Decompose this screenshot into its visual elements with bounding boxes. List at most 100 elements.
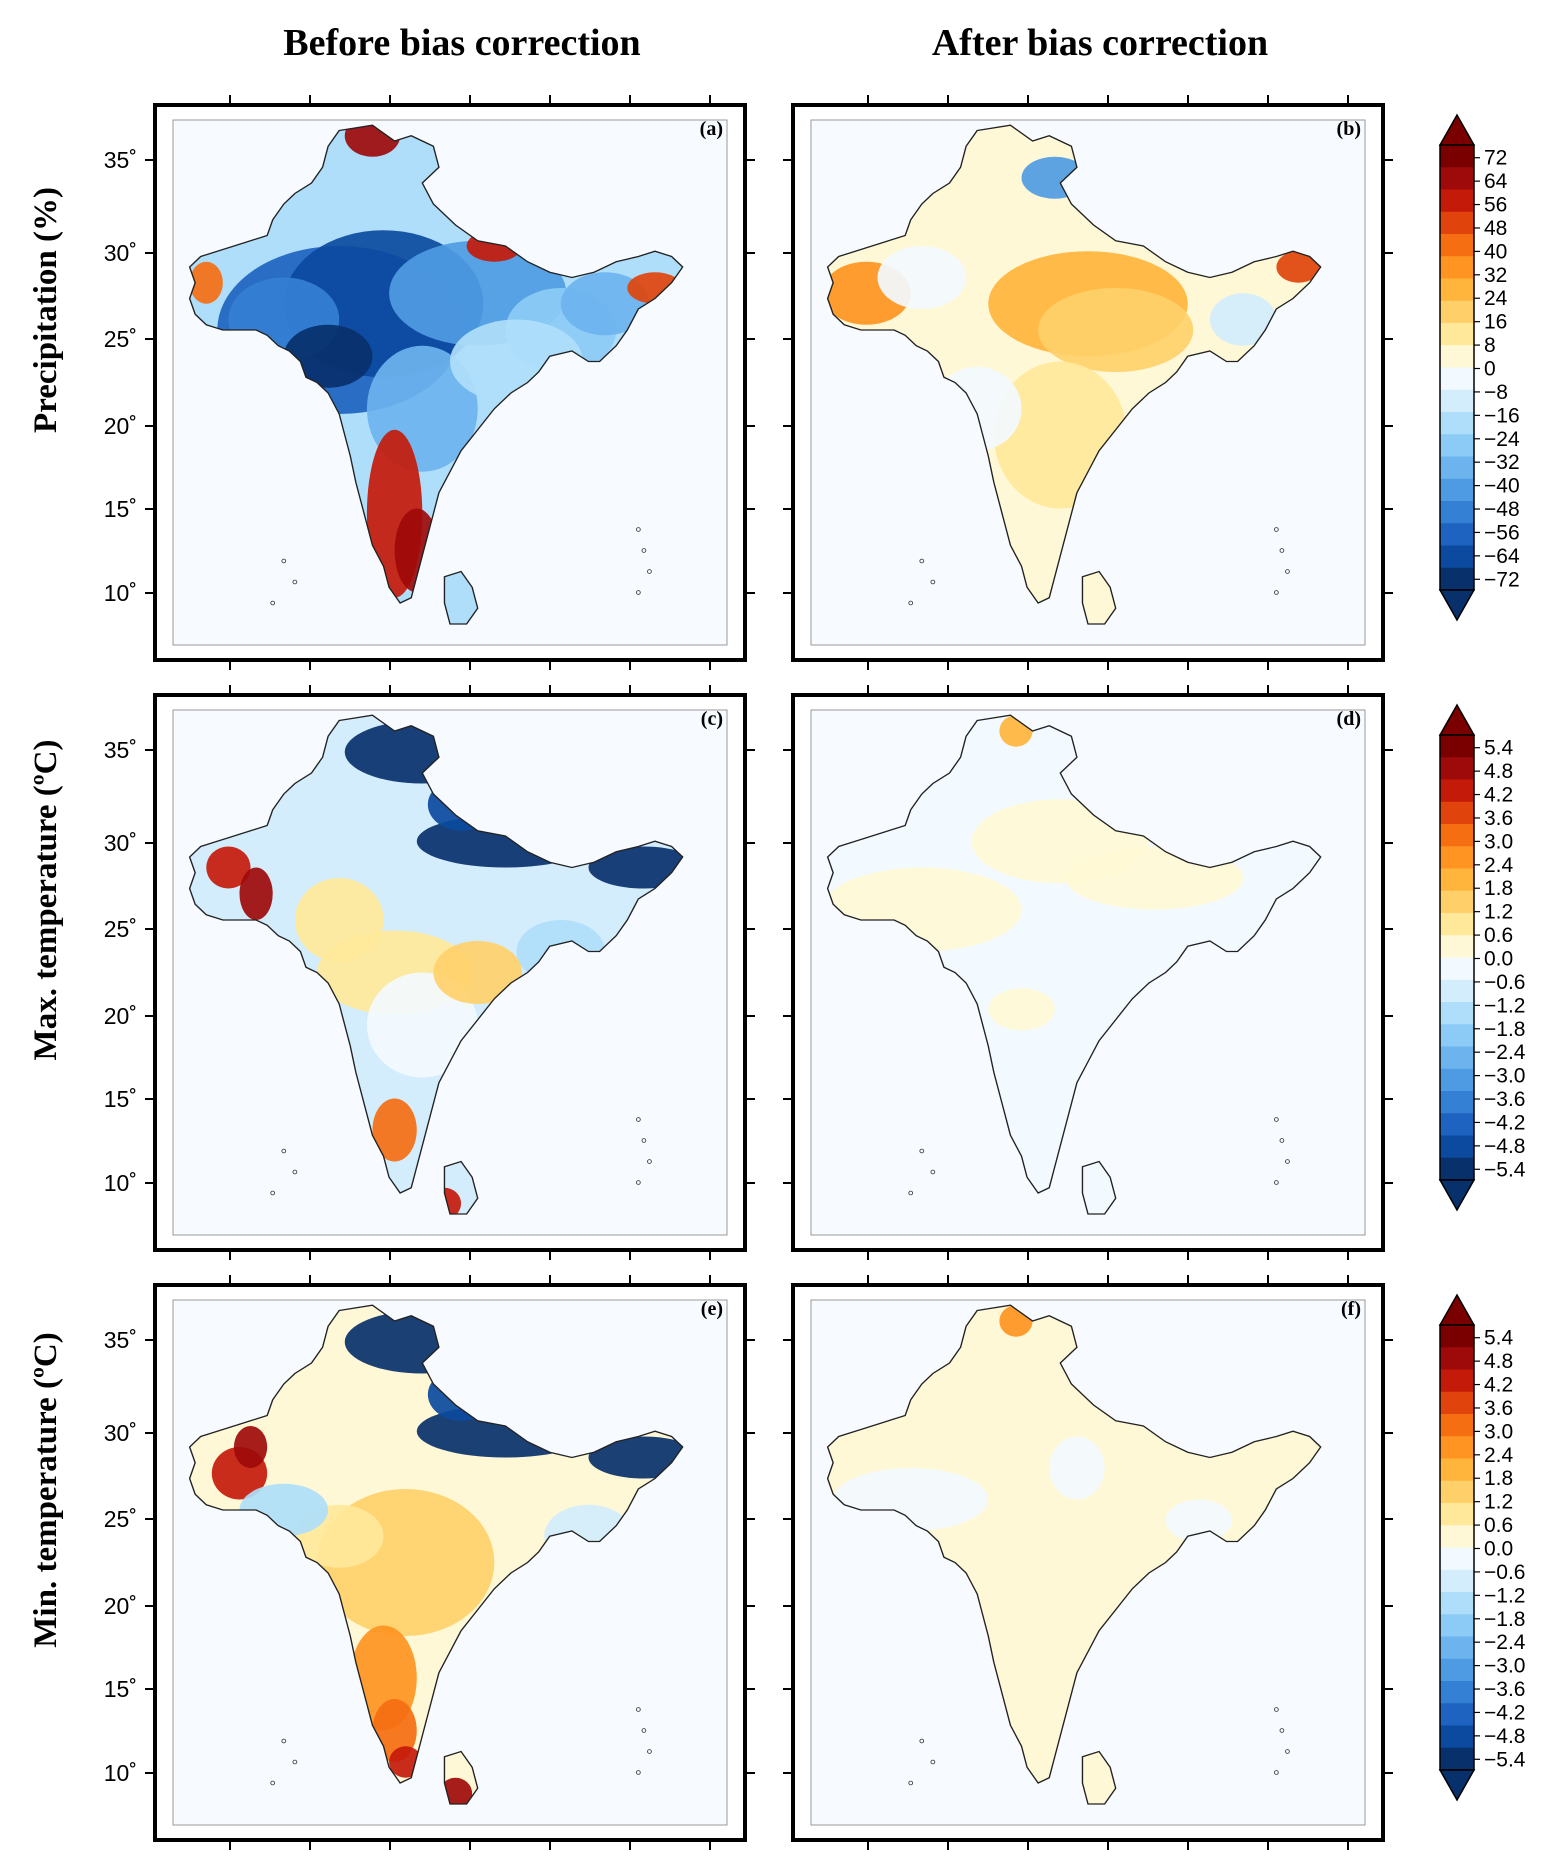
panel-label: (e) <box>701 1298 723 1320</box>
colorbar-segment <box>1440 1347 1474 1370</box>
bias-patch <box>1209 293 1277 346</box>
lat-tick-label: 10˚ <box>104 580 137 606</box>
colorbar-tick-label: −3.0 <box>1484 1655 1525 1678</box>
colorbar-tick-label: 3.6 <box>1484 807 1513 830</box>
colorbar-segment <box>1440 300 1474 324</box>
colorbar-tick-label: 1.2 <box>1484 901 1513 924</box>
colorbar-max-arrow <box>1438 703 1476 736</box>
lat-tick-label: 30˚ <box>104 240 137 266</box>
colorbar-tick-label: 3.0 <box>1484 1420 1513 1443</box>
panel-label: (b) <box>1337 118 1361 140</box>
island <box>1285 1159 1290 1164</box>
colorbar-segment <box>1440 1002 1474 1025</box>
colorbar-min-arrow <box>1438 1179 1476 1212</box>
colorbar-segment <box>1440 846 1474 869</box>
island <box>1285 1749 1290 1754</box>
column-title-before: Before bias correction <box>283 22 640 64</box>
colorbar-tick-label: 0.0 <box>1484 1538 1513 1561</box>
colorbar-segment <box>1440 1113 1474 1136</box>
island <box>1274 1117 1279 1122</box>
colorbar-segment <box>1440 256 1474 279</box>
colorbar-segment <box>1440 323 1474 346</box>
bias-patch <box>239 867 273 920</box>
colorbar-tick-label: 0.6 <box>1484 924 1513 947</box>
colorbar-1: 726456484032241680−8−16−24−32−40−48−56−6… <box>1438 113 1520 622</box>
colorbar-tick-label: −0.6 <box>1484 1561 1525 1584</box>
bias-patch <box>372 1098 417 1162</box>
colorbar-segment <box>1440 824 1474 847</box>
island <box>919 558 925 564</box>
colorbar-segment <box>1440 278 1474 302</box>
island <box>1274 1770 1279 1775</box>
colorbar-segment <box>1440 1157 1474 1181</box>
colorbar-tick-label: 0 <box>1484 358 1496 381</box>
bias-patch <box>1276 251 1321 283</box>
island <box>1274 527 1279 532</box>
bias-patch <box>1038 288 1194 372</box>
island <box>292 1169 298 1175</box>
bias-patch <box>283 324 373 388</box>
bias-patch <box>1049 1436 1105 1500</box>
island <box>636 1707 641 1712</box>
bias-patch <box>344 125 401 157</box>
row-label-min-temperature: Min. temperature (ºC) <box>28 1332 64 1647</box>
island <box>1274 590 1279 595</box>
island <box>930 1169 936 1175</box>
island <box>919 1738 925 1744</box>
colorbar-segment <box>1440 1703 1474 1726</box>
lat-tick-label: 20˚ <box>104 1003 137 1029</box>
colorbar-tick-label: −16 <box>1484 404 1520 427</box>
island <box>647 569 652 574</box>
colorbar-tick-label: −1.8 <box>1484 1608 1525 1631</box>
colorbar-tick-label: −48 <box>1484 498 1520 521</box>
island <box>930 1759 936 1765</box>
island <box>636 527 641 532</box>
map-panel-b: (b) <box>783 95 1393 670</box>
island <box>930 579 936 585</box>
colorbar-tick-label: 56 <box>1484 194 1507 217</box>
colorbars: 726456484032241680−8−16−24−32−40−48−56−6… <box>1438 113 1526 1802</box>
colorbar-2: 5.44.84.23.63.02.41.81.20.60.0−0.6−1.2−1… <box>1438 703 1526 1212</box>
colorbar-segment <box>1440 1503 1474 1526</box>
map-panel-f: (f) <box>783 1275 1393 1850</box>
island <box>641 1728 647 1733</box>
colorbar-tick-label: −64 <box>1484 545 1520 568</box>
colorbar-tick-label: −8 <box>1484 381 1508 404</box>
colorbar-tick-label: −1.8 <box>1484 1018 1525 1041</box>
colorbar-segment <box>1440 979 1474 1003</box>
colorbar-segment <box>1440 801 1474 825</box>
colorbar-segment <box>1440 1636 1474 1660</box>
island <box>647 1159 652 1164</box>
lat-tick-label: 30˚ <box>104 830 137 856</box>
colorbar-segment <box>1440 1068 1474 1092</box>
colorbar-segment <box>1440 189 1474 213</box>
colorbar-min-arrow <box>1438 1769 1476 1802</box>
map-panel-e: (e) 35˚ 30˚ 25˚ 20˚ 15˚ 10˚ <box>104 1275 755 1850</box>
colorbar-segment <box>1440 567 1474 591</box>
island <box>919 1148 925 1154</box>
map-panels: (a) 35˚ 30˚ 25˚ 20˚ 15˚ 10˚ (b) (c) 35˚ 30˚ 25˚ 20˚ 1… <box>104 95 1393 1850</box>
bias-patch <box>366 972 478 1078</box>
island <box>270 1780 276 1786</box>
colorbar-tick-label: 4.8 <box>1484 760 1513 783</box>
colorbar-segment <box>1440 1135 1474 1159</box>
colorbar-segment <box>1440 434 1474 457</box>
colorbar-segment <box>1440 1369 1474 1393</box>
colorbar-segment <box>1440 501 1474 524</box>
colorbar-tick-label: 8 <box>1484 334 1496 357</box>
colorbar-tick-label: 3.0 <box>1484 830 1513 853</box>
lat-tick-label: 35˚ <box>104 1327 137 1353</box>
bias-patch <box>189 261 223 304</box>
island <box>641 548 647 553</box>
colorbar-segment <box>1440 1480 1474 1504</box>
colorbar-segment <box>1440 1325 1474 1348</box>
colorbar-tick-label: −72 <box>1484 568 1520 591</box>
lat-tick-label: 20˚ <box>104 413 137 439</box>
colorbar-tick-label: 24 <box>1484 287 1508 310</box>
colorbar-tick-label: 1.2 <box>1484 1491 1513 1514</box>
lat-tick-label: 10˚ <box>104 1760 137 1786</box>
colorbar-segment <box>1440 735 1474 758</box>
island <box>908 1190 914 1196</box>
bias-patch <box>1165 1499 1233 1542</box>
